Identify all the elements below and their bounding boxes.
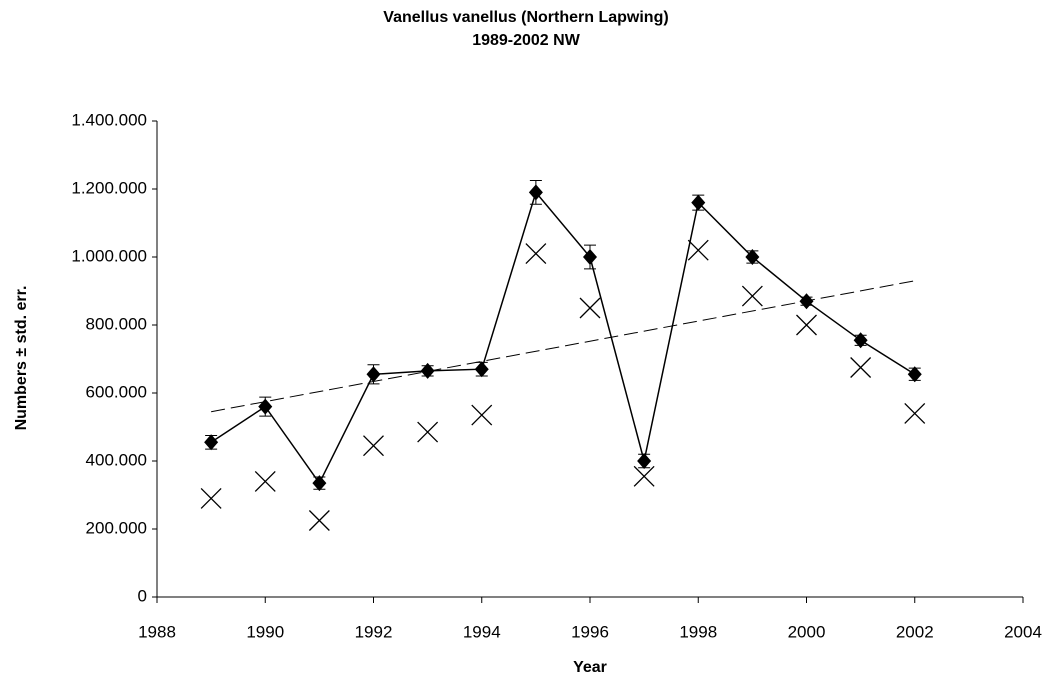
x-tick-label: 1998 <box>679 622 717 641</box>
chart-title: Vanellus vanellus (Northern Lapwing) <box>383 9 668 26</box>
x-marker <box>741 285 763 307</box>
y-tick-label: 1.000.000 <box>71 246 147 265</box>
x-tick-label: 1990 <box>246 622 284 641</box>
y-tick-label: 1.200.000 <box>71 178 147 197</box>
y-tick-label: 600.000 <box>86 382 147 401</box>
x-tick-label: 2004 <box>1004 622 1042 641</box>
x-marker <box>687 239 709 261</box>
x-marker <box>254 470 276 492</box>
diamond-marker <box>204 434 219 451</box>
y-tick-label: 0 <box>138 586 147 605</box>
x-marker <box>471 404 493 426</box>
y-tick-label: 200.000 <box>86 518 147 537</box>
y-axis-label: Numbers ± std. err. <box>13 286 30 431</box>
x-tick-label: 1992 <box>355 622 393 641</box>
x-tick-label: 2000 <box>788 622 826 641</box>
x-marker <box>904 402 926 424</box>
y-tick-label: 800.000 <box>86 314 147 333</box>
diamond-marker <box>907 366 922 383</box>
diamond-marker <box>528 184 543 201</box>
x-tick-label: 2002 <box>896 622 934 641</box>
y-tick-label: 1.400.000 <box>71 110 147 129</box>
diamond-marker <box>853 332 868 349</box>
diamond-marker <box>583 249 597 265</box>
x-tick-label: 1996 <box>571 622 609 641</box>
diamond-marker <box>312 475 327 492</box>
y-tick-label: 400.000 <box>86 450 147 469</box>
x-marker <box>850 357 872 378</box>
x-marker <box>417 421 439 443</box>
series-line <box>211 280 915 413</box>
diamond-marker <box>366 366 381 383</box>
x-marker <box>363 435 384 457</box>
series-line <box>210 190 916 485</box>
x-marker <box>308 510 330 531</box>
diamond-marker <box>420 362 435 379</box>
x-marker <box>579 297 601 319</box>
diamond-marker <box>258 398 273 415</box>
x-marker <box>796 314 817 336</box>
x-axis-label: Year <box>573 659 607 676</box>
diamond-marker <box>474 361 489 378</box>
x-tick-label: 1994 <box>463 622 501 641</box>
diamond-marker <box>745 249 760 265</box>
x-marker <box>525 243 547 265</box>
diamond-marker <box>637 453 652 469</box>
diamond-marker <box>691 194 706 211</box>
x-marker <box>633 465 655 487</box>
x-marker <box>200 487 222 509</box>
chart-subtitle: 1989-2002 NW <box>472 32 581 49</box>
x-tick-label: 1988 <box>138 622 176 641</box>
